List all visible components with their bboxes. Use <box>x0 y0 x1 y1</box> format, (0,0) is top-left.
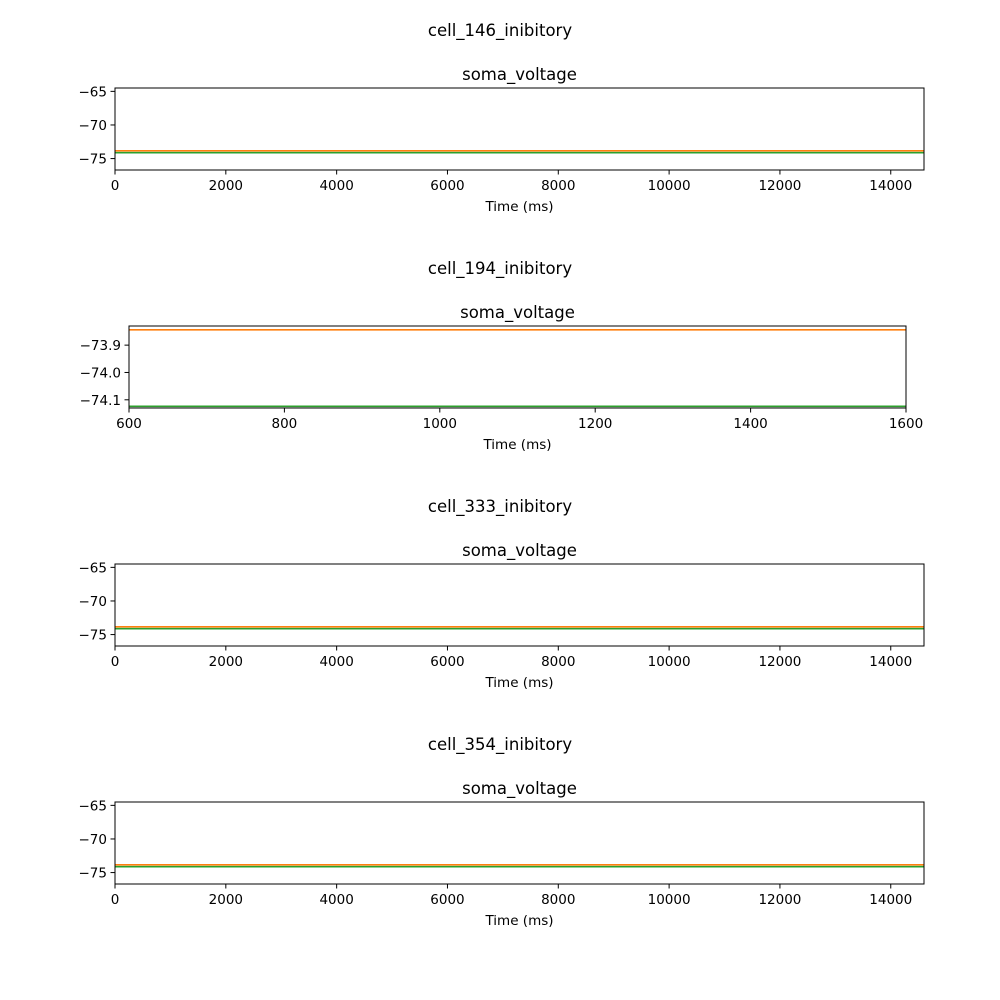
x-axis-label: Time (ms) <box>482 437 551 453</box>
subplot-suptitle: cell_194_inibitory <box>428 259 572 279</box>
x-tick-label: 6000 <box>430 892 464 908</box>
x-tick-label: 10000 <box>648 892 691 908</box>
y-tick-label: −70 <box>79 594 108 610</box>
x-tick-label: 0 <box>111 654 120 670</box>
x-tick-label: 2000 <box>209 654 243 670</box>
y-tick-label: −65 <box>79 798 108 814</box>
x-tick-label: 10000 <box>648 654 691 670</box>
x-tick-label: 1400 <box>733 416 767 432</box>
subplot-1: cell_146_inibitory soma_voltage 0 2000 4000 6… <box>79 21 925 215</box>
x-tick-label: 14000 <box>869 654 912 670</box>
x-axis-label: Time (ms) <box>484 199 553 215</box>
subplot-2: cell_194_inibitory soma_voltage 600 800 1000… <box>80 259 924 453</box>
x-tick-label: 4000 <box>319 654 353 670</box>
axes-frame <box>114 563 925 647</box>
axes-title: soma_voltage <box>462 65 577 85</box>
y-tick-label: −73.9 <box>80 338 121 354</box>
y-tick-label: −74.1 <box>80 393 121 409</box>
x-tick-label: 600 <box>116 416 142 432</box>
subplot-panels: cell_146_inibitory soma_voltage 0 2000 4000 6… <box>79 21 925 929</box>
axes-title: soma_voltage <box>460 303 575 323</box>
subplot-3: cell_333_inibitory soma_voltage 0 2000 4000 6… <box>79 497 925 691</box>
axes-frame <box>114 87 925 171</box>
y-tick-label: −70 <box>79 118 108 134</box>
x-tick-label: 2000 <box>209 178 243 194</box>
x-tick-label: 1000 <box>423 416 457 432</box>
axes-frame <box>128 325 907 409</box>
x-tick-label: 6000 <box>430 178 464 194</box>
x-tick-label: 8000 <box>541 178 575 194</box>
y-tick-label: −75 <box>79 628 108 644</box>
x-tick-label: 8000 <box>541 892 575 908</box>
subplot-suptitle: cell_333_inibitory <box>428 497 572 517</box>
x-tick-label: 8000 <box>541 654 575 670</box>
x-tick-label: 12000 <box>758 892 801 908</box>
axes-title: soma_voltage <box>462 541 577 561</box>
x-tick-label: 1200 <box>578 416 612 432</box>
y-tick-label: −70 <box>79 832 108 848</box>
x-tick-label: 14000 <box>869 892 912 908</box>
y-tick-label: −75 <box>79 152 108 168</box>
axes-title: soma_voltage <box>462 779 577 799</box>
x-tick-label: 12000 <box>758 654 801 670</box>
x-tick-label: 14000 <box>869 178 912 194</box>
y-tick-label: −74.0 <box>80 365 121 381</box>
x-tick-label: 6000 <box>430 654 464 670</box>
y-tick-label: −65 <box>79 560 108 576</box>
x-tick-label: 2000 <box>209 892 243 908</box>
x-tick-label: 1600 <box>889 416 923 432</box>
x-tick-label: 0 <box>111 892 120 908</box>
y-tick-label: −75 <box>79 866 108 882</box>
axes-frame <box>114 801 925 885</box>
x-tick-label: 0 <box>111 178 120 194</box>
x-tick-label: 4000 <box>319 892 353 908</box>
x-tick-label: 12000 <box>758 178 801 194</box>
x-axis-label: Time (ms) <box>484 913 553 929</box>
subplot-suptitle: cell_354_inibitory <box>428 735 572 755</box>
y-tick-label: −65 <box>79 84 108 100</box>
subplot-4: cell_354_inibitory soma_voltage 0 2000 4000 6… <box>79 735 925 929</box>
x-tick-label: 4000 <box>319 178 353 194</box>
x-tick-label: 800 <box>272 416 298 432</box>
x-axis-label: Time (ms) <box>484 675 553 691</box>
subplot-suptitle: cell_146_inibitory <box>428 21 572 41</box>
x-tick-label: 10000 <box>648 178 691 194</box>
